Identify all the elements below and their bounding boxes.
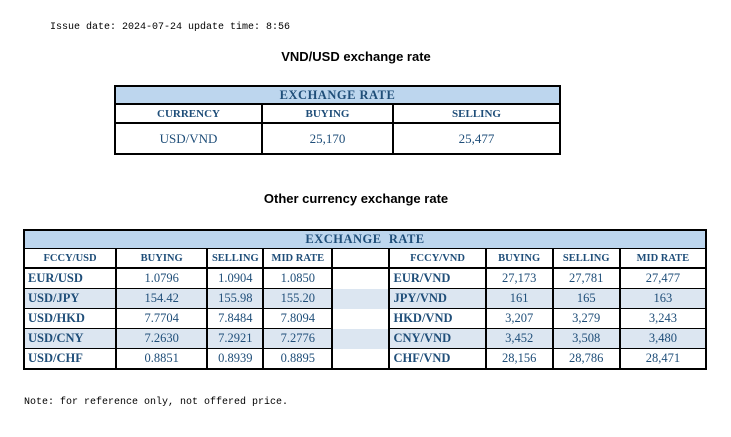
currency-pair-cell: CNY/VND	[388, 328, 487, 349]
selling-cell: 25,477	[392, 122, 561, 155]
col-header-selling: SELLING	[392, 103, 561, 124]
separator-cell	[331, 348, 391, 369]
table-row: USD/HKD 7.7704 7.8484 7.8094 HKD/VND 3,2…	[22, 308, 708, 329]
mid-rate-cell: 7.2776	[262, 328, 334, 349]
buying-cell: 161	[484, 288, 554, 309]
buying-cell: 0.8851	[115, 348, 209, 370]
selling-cell: 155.98	[206, 288, 265, 309]
buying-cell: 154.42	[115, 288, 209, 309]
currency-pair-cell: JPY/VND	[388, 288, 487, 309]
separator-cell	[331, 268, 391, 289]
currency-pair-cell: USD/JPY	[22, 288, 118, 309]
separator-cell	[331, 328, 391, 349]
mid-rate-cell: 27,477	[618, 267, 708, 289]
currency-pair-cell: USD/VND	[114, 122, 263, 155]
buying-cell: 3,452	[484, 328, 554, 349]
selling-cell: 1.0904	[206, 267, 265, 289]
col-header-buying: BUYING	[484, 248, 554, 269]
selling-cell: 165	[551, 288, 621, 309]
mid-rate-cell: 163	[618, 288, 708, 309]
table-row: EUR/USD 1.0796 1.0904 1.0850 EUR/VND 27,…	[22, 267, 708, 289]
separator-cell	[331, 288, 391, 309]
currency-pair-cell: USD/HKD	[22, 308, 118, 329]
table-row: USD/VND 25,170 25,477	[114, 122, 561, 155]
currency-pair-cell: EUR/USD	[22, 267, 118, 289]
table-row: USD/CHF 0.8851 0.8939 0.8895 CHF/VND 28,…	[22, 348, 708, 370]
selling-cell: 3,279	[551, 308, 621, 329]
selling-cell: 7.8484	[206, 308, 265, 329]
mid-rate-cell: 3,480	[618, 328, 708, 349]
other-table-column-headers: FCCY/USD BUYING SELLING MID RATE FCCY/VN…	[22, 248, 708, 269]
mid-rate-cell: 28,471	[618, 348, 708, 370]
mid-rate-cell: 155.20	[262, 288, 334, 309]
issue-date-text: Issue date: 2024-07-24 update time: 8:56	[50, 22, 291, 33]
currency-pair-cell: CHF/VND	[388, 348, 487, 370]
exchange-rate-banner: EXCHANGE RATE	[23, 229, 707, 249]
currency-pair-cell: USD/CHF	[22, 348, 118, 370]
other-rate-table: EXCHANGE RATE FCCY/USD BUYING SELLING MI…	[22, 229, 708, 370]
other-table-header-row: EXCHANGE RATE	[23, 229, 707, 249]
buying-cell: 28,156	[484, 348, 554, 370]
other-table-title: Other currency exchange rate	[263, 191, 449, 206]
col-header-mid-rate: MID RATE	[262, 248, 334, 269]
buying-cell: 27,173	[484, 267, 554, 289]
buying-cell: 7.7704	[115, 308, 209, 329]
col-header-buying: BUYING	[261, 103, 394, 124]
usd-rate-table: EXCHANGE RATE CURRENCY BUYING SELLING US…	[114, 85, 561, 155]
selling-cell: 0.8939	[206, 348, 265, 370]
col-header-currency: CURRENCY	[114, 103, 263, 124]
mid-rate-cell: 3,243	[618, 308, 708, 329]
col-header-mid-rate: MID RATE	[618, 248, 708, 269]
usd-table-title: VND/USD exchange rate	[281, 49, 431, 64]
usd-table-header-row: EXCHANGE RATE	[114, 85, 561, 105]
note-text: Note: for reference only, not offered pr…	[24, 397, 289, 408]
selling-cell: 3,508	[551, 328, 621, 349]
selling-cell: 27,781	[551, 267, 621, 289]
col-header-selling: SELLING	[206, 248, 265, 269]
selling-cell: 28,786	[551, 348, 621, 370]
table-row: USD/CNY 7.2630 7.2921 7.2776 CNY/VND 3,4…	[22, 328, 708, 349]
table-row: USD/JPY 154.42 155.98 155.20 JPY/VND 161…	[22, 288, 708, 309]
exchange-rate-banner: EXCHANGE RATE	[114, 85, 561, 105]
mid-rate-cell: 7.8094	[262, 308, 334, 329]
col-header-fccy-usd: FCCY/USD	[22, 248, 118, 269]
currency-pair-cell: HKD/VND	[388, 308, 487, 329]
usd-table-column-headers: CURRENCY BUYING SELLING	[114, 103, 561, 124]
buying-cell: 7.2630	[115, 328, 209, 349]
currency-pair-cell: USD/CNY	[22, 328, 118, 349]
mid-rate-cell: 0.8895	[262, 348, 334, 370]
separator-cell	[331, 308, 391, 329]
buying-cell: 25,170	[261, 122, 394, 155]
buying-cell: 1.0796	[115, 267, 209, 289]
col-header-fccy-vnd: FCCY/VND	[388, 248, 487, 269]
separator-cell	[331, 248, 391, 269]
buying-cell: 3,207	[484, 308, 554, 329]
col-header-selling: SELLING	[551, 248, 621, 269]
selling-cell: 7.2921	[206, 328, 265, 349]
col-header-buying: BUYING	[115, 248, 209, 269]
mid-rate-cell: 1.0850	[262, 267, 334, 289]
currency-pair-cell: EUR/VND	[388, 267, 487, 289]
